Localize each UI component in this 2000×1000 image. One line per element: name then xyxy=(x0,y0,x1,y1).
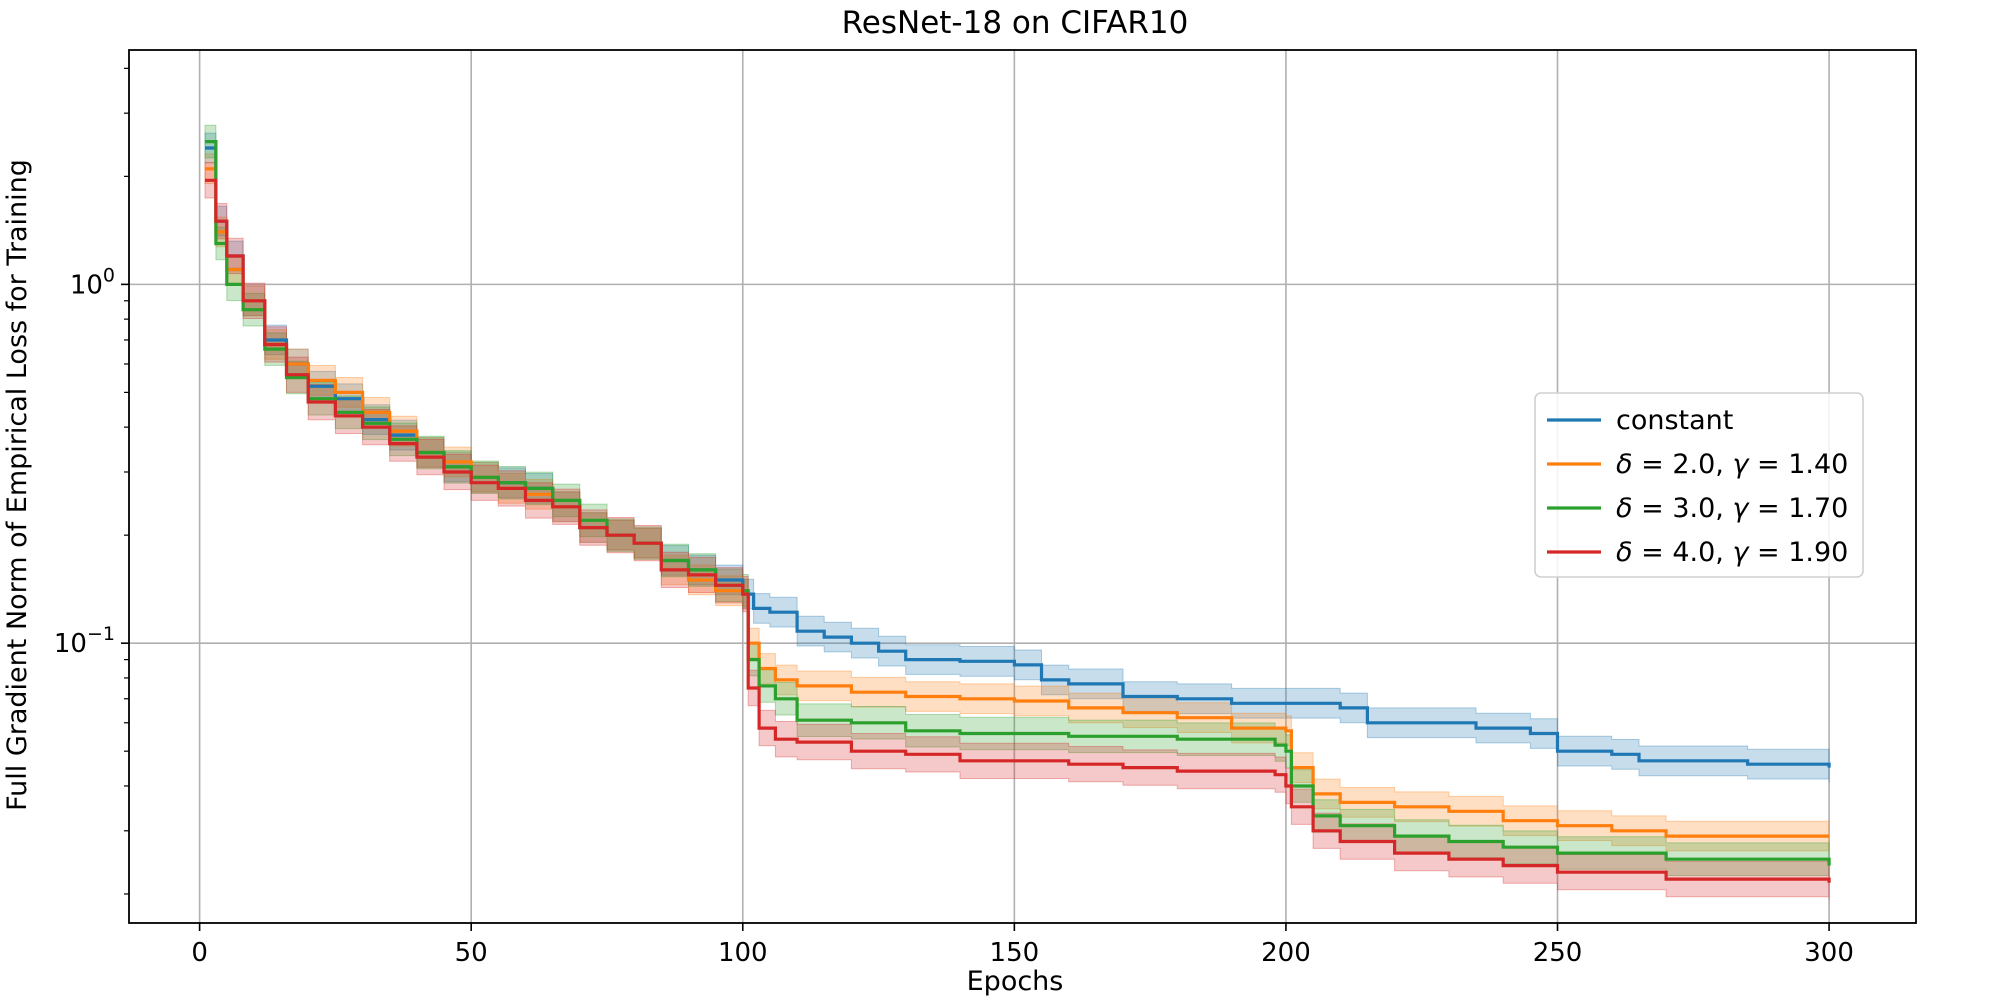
legend-label-part: = 3.0, xyxy=(1633,493,1733,524)
legend-label-part: constant xyxy=(1616,405,1733,436)
legend-label-part: δ xyxy=(1616,449,1633,480)
legend-label-part: = 1.40 xyxy=(1748,449,1848,480)
legend-label-part: = 1.90 xyxy=(1748,537,1848,568)
legend-entry-2: δ = 3.0, γ = 1.70 xyxy=(1616,493,1848,524)
series-line-3 xyxy=(205,178,1831,883)
y-tick-exponent: 0 xyxy=(103,264,115,286)
legend-label-part: = 2.0, xyxy=(1633,449,1733,480)
y-axis-label: Full Gradient Norm of Empirical Loss for… xyxy=(2,159,33,811)
legend-box xyxy=(1534,392,1864,578)
legend-entry-0: constant xyxy=(1616,405,1733,436)
x-axis-label: Epochs xyxy=(967,966,1064,997)
x-tick-label: 300 xyxy=(1804,938,1854,968)
y-tick-label: 10−1 xyxy=(54,623,115,659)
legend-label-part: γ xyxy=(1732,493,1750,524)
y-tick-base: 10 xyxy=(54,629,87,659)
x-tick-label: 100 xyxy=(718,938,768,968)
series-line-2 xyxy=(205,140,1831,866)
x-axis-ticks: 0 50 100 150 200 250 300 xyxy=(191,923,1854,968)
legend-label-part: δ xyxy=(1616,493,1633,524)
x-tick-label: 0 xyxy=(191,938,208,968)
legend-label-part: = 1.70 xyxy=(1748,493,1848,524)
y-tick-base: 10 xyxy=(70,270,103,300)
legend-label-part: = 4.0, xyxy=(1633,537,1733,568)
chart-title: ResNet-18 on CIFAR10 xyxy=(842,5,1189,41)
plot-frame xyxy=(128,49,1917,924)
x-tick-label: 150 xyxy=(990,938,1040,968)
x-tick-label: 250 xyxy=(1533,938,1583,968)
x-tick-label: 200 xyxy=(1261,938,1311,968)
series-lines xyxy=(205,140,1831,883)
legend-label-part: γ xyxy=(1732,537,1750,568)
legend-entry-1: δ = 2.0, γ = 1.40 xyxy=(1616,449,1848,480)
legend-label-part: δ xyxy=(1616,537,1633,568)
y-tick-exponent: −1 xyxy=(87,623,115,645)
legend-entry-3: δ = 4.0, γ = 1.90 xyxy=(1616,537,1848,568)
series-band-3 xyxy=(204,162,1830,901)
series-band-1 xyxy=(204,153,1830,852)
x-tick-label: 50 xyxy=(455,938,488,968)
legend-label-part: γ xyxy=(1732,449,1750,480)
y-tick-label: 100 xyxy=(70,264,115,300)
